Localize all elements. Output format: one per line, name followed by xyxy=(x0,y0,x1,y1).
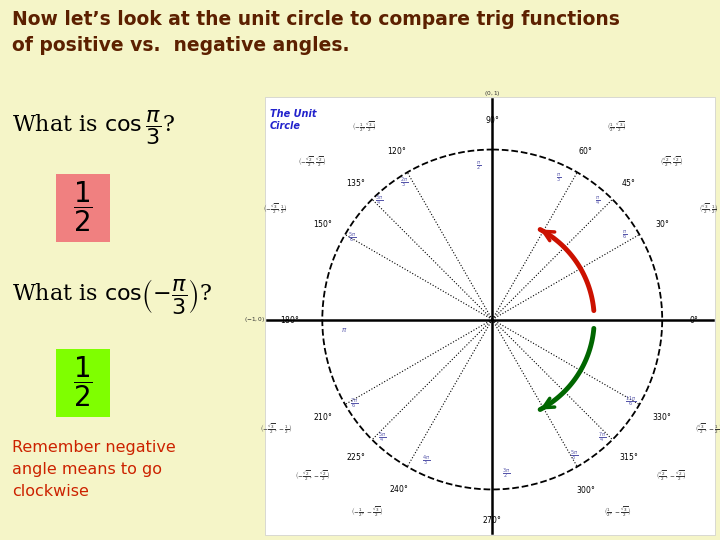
Text: $\frac{\pi}{2}$: $\frac{\pi}{2}$ xyxy=(476,159,481,172)
FancyBboxPatch shape xyxy=(56,174,110,242)
Text: $\left(\frac{\sqrt{3}}{2},-\frac{1}{2}\right)$: $\left(\frac{\sqrt{3}}{2},-\frac{1}{2}\r… xyxy=(695,423,720,436)
Text: $(-1,0)$: $(-1,0)$ xyxy=(243,315,265,324)
Bar xyxy=(265,97,715,535)
Text: $\frac{7\pi}{4}$: $\frac{7\pi}{4}$ xyxy=(598,431,606,446)
Text: Remember negative
angle means to go
clockwise: Remember negative angle means to go cloc… xyxy=(12,440,176,500)
Text: $\left(\frac{1}{2},-\frac{\sqrt{3}}{2}\right)$: $\left(\frac{1}{2},-\frac{\sqrt{3}}{2}\r… xyxy=(603,507,631,519)
Text: $\frac{3\pi}{4}$: $\frac{3\pi}{4}$ xyxy=(375,194,384,208)
Text: $\left(\frac{1}{2},\frac{\sqrt{3}}{2}\right)$: $\left(\frac{1}{2},\frac{\sqrt{3}}{2}\ri… xyxy=(607,120,627,134)
Text: $\frac{\pi}{6}$: $\frac{\pi}{6}$ xyxy=(622,228,627,241)
Text: $315°$: $315°$ xyxy=(618,451,639,462)
Text: What is $\cos\dfrac{\pi}{3}$?: What is $\cos\dfrac{\pi}{3}$? xyxy=(12,108,175,147)
Text: $\left(-\frac{1}{2},-\frac{\sqrt{3}}{2}\right)$: $\left(-\frac{1}{2},-\frac{\sqrt{3}}{2}\… xyxy=(351,507,383,519)
Text: $\dfrac{1}{2}$: $\dfrac{1}{2}$ xyxy=(73,354,93,409)
Text: $\frac{5\pi}{6}$: $\frac{5\pi}{6}$ xyxy=(348,231,356,245)
Text: $\frac{5\pi}{4}$: $\frac{5\pi}{4}$ xyxy=(379,431,387,446)
Text: $135°$: $135°$ xyxy=(346,177,366,188)
Text: $60°$: $60°$ xyxy=(578,145,593,156)
Text: $330°$: $330°$ xyxy=(652,411,672,422)
Text: $210°$: $210°$ xyxy=(312,411,332,422)
Text: $45°$: $45°$ xyxy=(621,177,636,188)
Text: $\frac{5\pi}{3}$: $\frac{5\pi}{3}$ xyxy=(570,449,578,463)
Text: $\frac{3\pi}{2}$: $\frac{3\pi}{2}$ xyxy=(502,467,510,481)
Text: $\left(-\frac{\sqrt{2}}{2},\frac{\sqrt{2}}{2}\right)$: $\left(-\frac{\sqrt{2}}{2},\frac{\sqrt{2… xyxy=(298,157,327,170)
Text: $\left(-\frac{\sqrt{2}}{2},-\frac{\sqrt{2}}{2}\right)$: $\left(-\frac{\sqrt{2}}{2},-\frac{\sqrt{… xyxy=(294,470,330,483)
Text: $\left(-\frac{1}{2},\frac{\sqrt{3}}{2}\right)$: $\left(-\frac{1}{2},\frac{\sqrt{3}}{2}\r… xyxy=(352,120,377,134)
Text: $\frac{11\pi}{6}$: $\frac{11\pi}{6}$ xyxy=(625,394,636,409)
Text: $\left(\frac{\sqrt{2}}{2},-\frac{\sqrt{2}}{2}\right)$: $\left(\frac{\sqrt{2}}{2},-\frac{\sqrt{2… xyxy=(657,470,688,483)
Text: Now let’s look at the unit circle to compare trig functions
of positive vs.  neg: Now let’s look at the unit circle to com… xyxy=(12,10,620,55)
Text: $\left(\frac{\sqrt{3}}{2},\frac{1}{2}\right)$: $\left(\frac{\sqrt{3}}{2},\frac{1}{2}\ri… xyxy=(698,203,719,216)
Text: $0°$: $0°$ xyxy=(689,314,699,325)
Text: $\frac{4\pi}{3}$: $\frac{4\pi}{3}$ xyxy=(422,454,431,468)
Text: $\left(\frac{\sqrt{2}}{2},\frac{\sqrt{2}}{2}\right)$: $\left(\frac{\sqrt{2}}{2},\frac{\sqrt{2}… xyxy=(660,157,684,170)
Text: $\frac{\pi}{4}$: $\frac{\pi}{4}$ xyxy=(595,194,600,207)
Text: $150°$: $150°$ xyxy=(312,218,332,229)
Text: $\pi$: $\pi$ xyxy=(341,326,348,334)
FancyBboxPatch shape xyxy=(56,349,110,417)
Text: $\left(-\frac{\sqrt{3}}{2},\frac{1}{2}\right)$: $\left(-\frac{\sqrt{3}}{2},\frac{1}{2}\r… xyxy=(264,203,288,216)
Text: What is $\cos\!\left(-\dfrac{\pi}{3}\right)$?: What is $\cos\!\left(-\dfrac{\pi}{3}\rig… xyxy=(12,277,212,316)
Text: $30°$: $30°$ xyxy=(654,218,670,229)
Text: $\frac{\pi}{3}$: $\frac{\pi}{3}$ xyxy=(556,171,561,184)
Text: $\left(-\frac{\sqrt{3}}{2},-\frac{1}{2}\right)$: $\left(-\frac{\sqrt{3}}{2},-\frac{1}{2}\… xyxy=(260,423,292,436)
Text: $\frac{2\pi}{3}$: $\frac{2\pi}{3}$ xyxy=(400,176,408,190)
Text: $(0,1)$: $(0,1)$ xyxy=(484,89,500,98)
Text: $240°$: $240°$ xyxy=(390,483,409,494)
Text: $\frac{7\pi}{6}$: $\frac{7\pi}{6}$ xyxy=(349,396,358,410)
Text: The Unit
Circle: The Unit Circle xyxy=(270,109,317,131)
Text: $225°$: $225°$ xyxy=(346,451,366,462)
Text: $180°$: $180°$ xyxy=(281,314,300,325)
Text: $90°$: $90°$ xyxy=(485,114,500,125)
Text: $\dfrac{1}{2}$: $\dfrac{1}{2}$ xyxy=(73,179,93,234)
Text: $300°$: $300°$ xyxy=(577,484,596,495)
Text: $270°$: $270°$ xyxy=(482,514,502,525)
Text: $120°$: $120°$ xyxy=(387,145,407,156)
